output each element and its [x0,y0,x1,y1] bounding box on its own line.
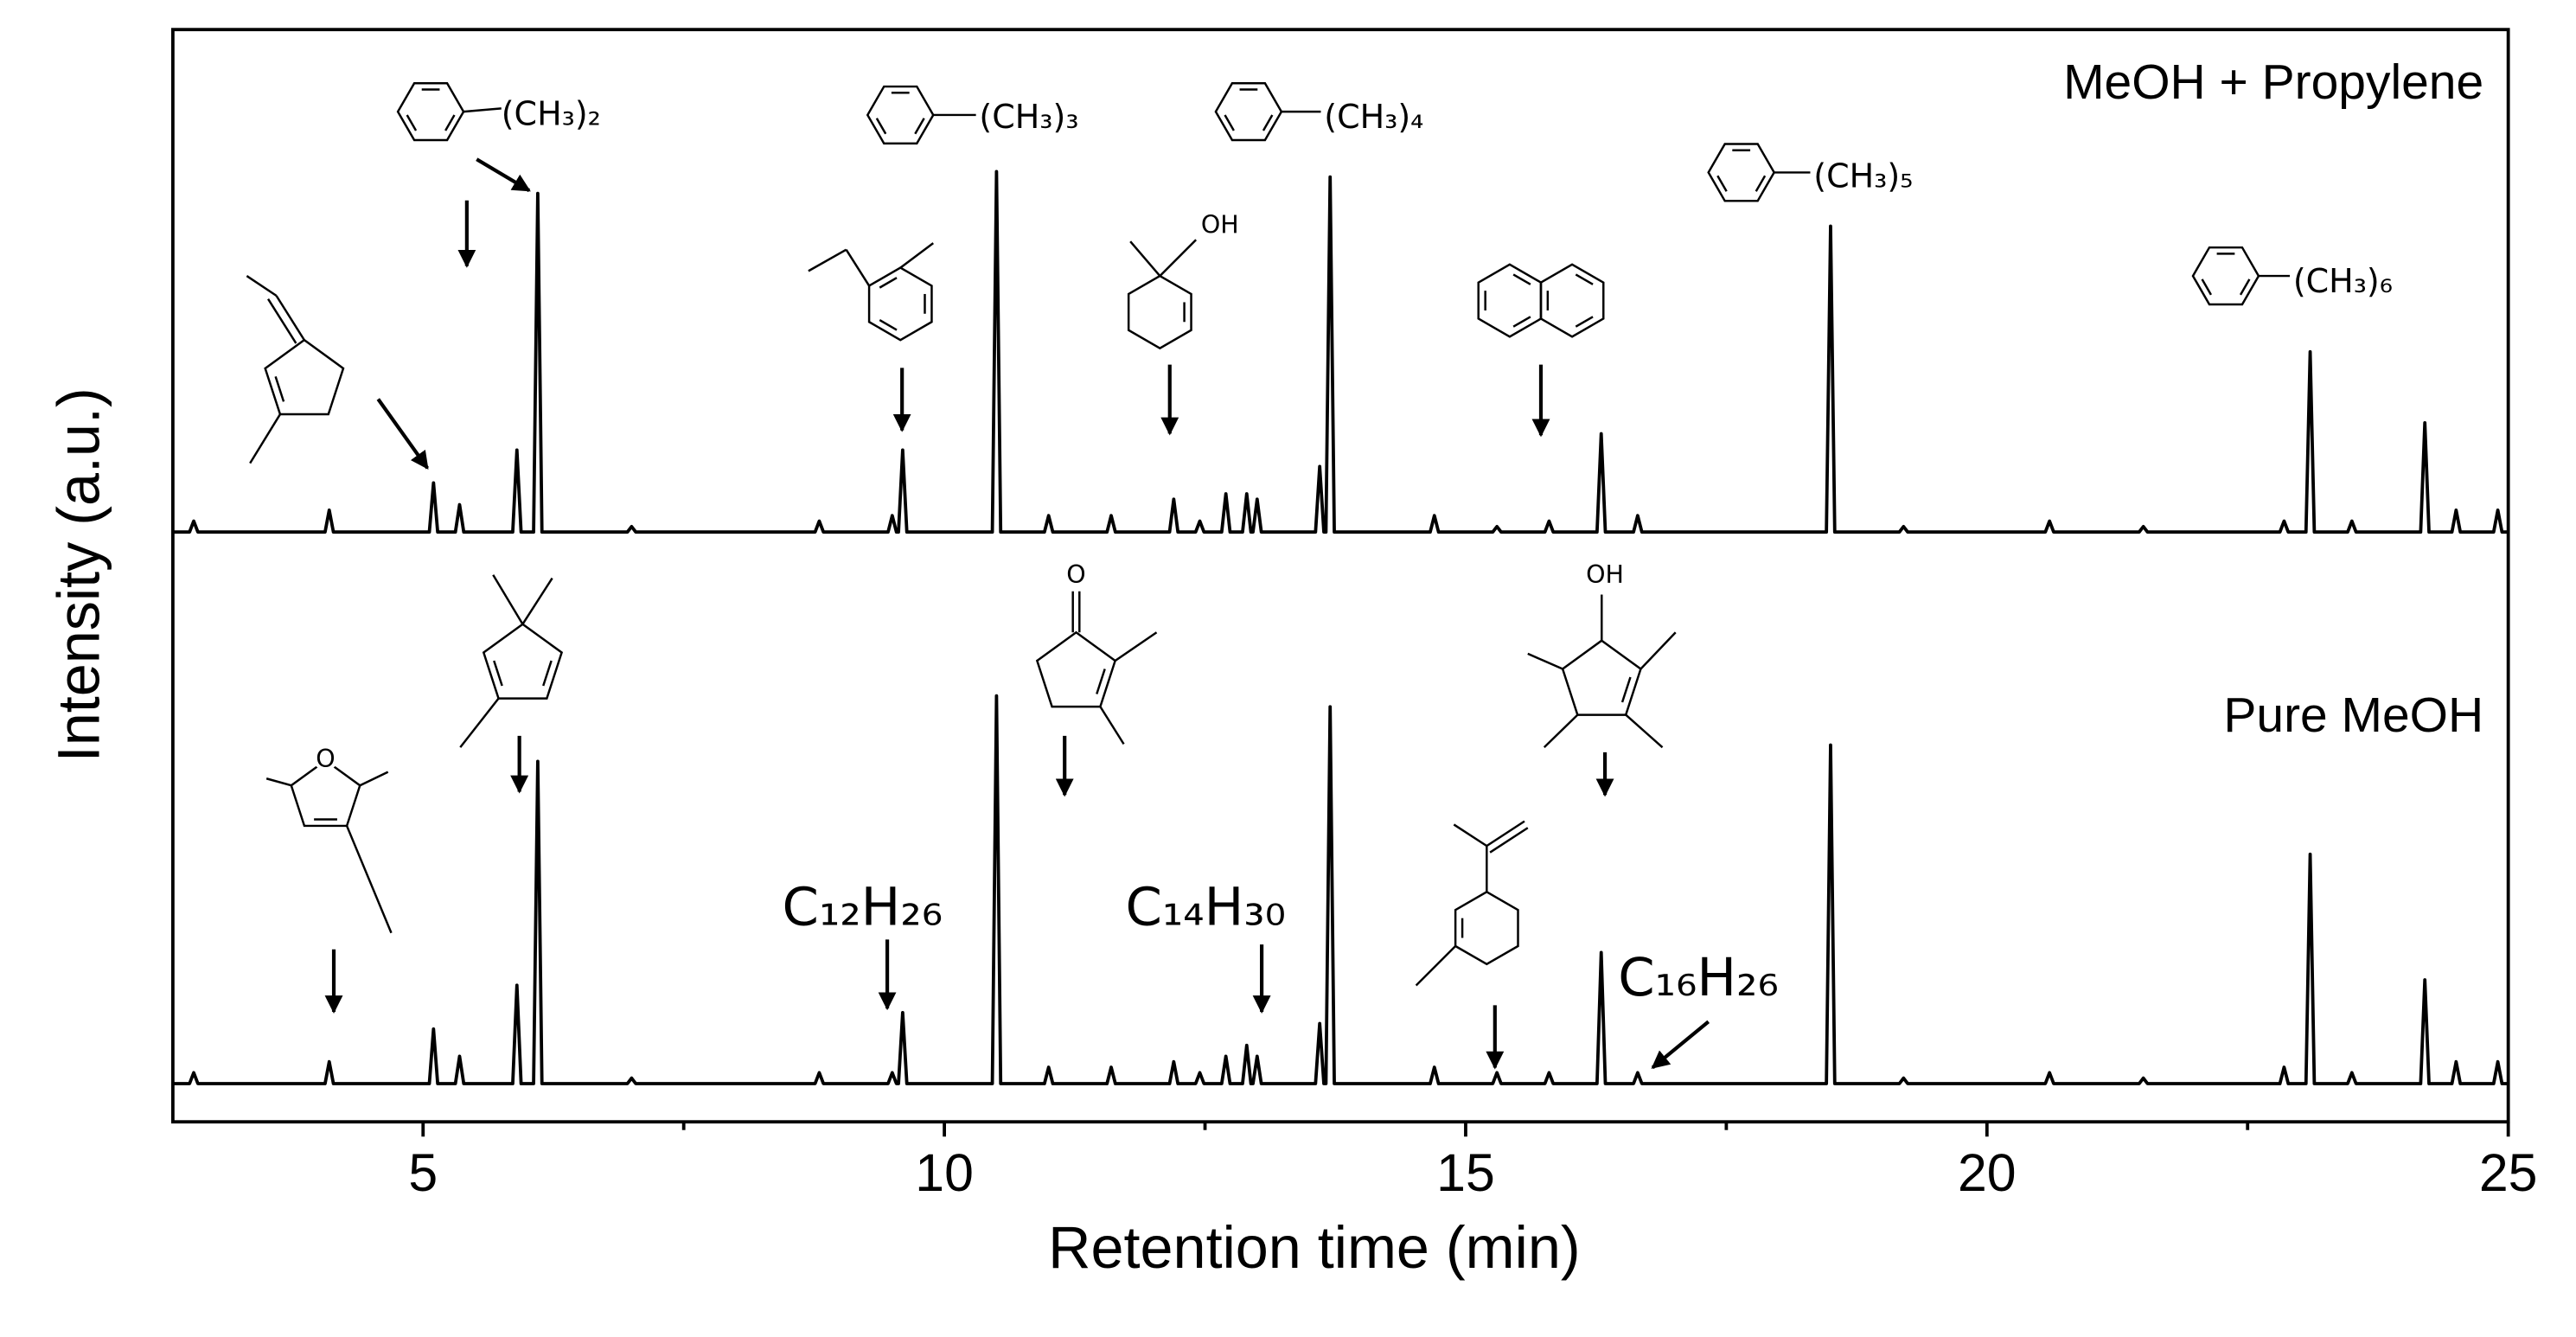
bond [267,298,297,344]
bond [542,660,553,687]
bond [2239,278,2251,296]
annotation: C₁₄H₃₀ [1125,877,1286,937]
series-label: MeOH + Propylene [2063,54,2483,110]
bond [1489,827,1529,854]
ring [1035,630,1117,708]
ring [867,266,933,342]
atom-bg [312,744,339,771]
ring [396,82,465,142]
bond [1755,175,1767,192]
x-tick-label: 15 [1436,1143,1495,1202]
y-axis-label: Intensity (a.u.) [46,387,112,762]
bond [914,118,925,135]
bond [808,248,847,272]
bond [1512,316,1531,328]
annotation: O [316,745,335,773]
bond [879,319,898,331]
annotation: (CH₃)₅ [1813,157,1913,195]
x-axis-label: Retention time (min) [1048,1215,1580,1281]
bond [1224,114,1235,131]
annotation: OH [1586,560,1624,589]
ring [1477,263,1543,338]
bond [1159,239,1198,277]
bond [406,114,418,131]
annotation: C₁₂H₂₆ [783,877,943,937]
chromatogram-line [172,694,2509,1085]
ring [1214,82,1283,142]
bond [492,574,524,625]
annotation: C₁₆H₂₆ [1618,948,1779,1008]
bond [1415,945,1456,987]
bond [1625,713,1664,749]
annotation: (CH₃)₂ [502,94,601,132]
bond [875,118,887,135]
bond [1099,706,1125,745]
ring [1454,890,1519,966]
ring [1539,263,1605,338]
bond [2201,278,2213,296]
bond [359,771,389,787]
bond [493,660,503,687]
ring [2191,246,2260,306]
x-tick-label: 20 [1958,1143,2017,1202]
x-tick-label: 5 [408,1143,438,1202]
annotation: (CH₃)₆ [2293,262,2393,300]
bond [444,114,456,131]
ring [866,85,935,145]
bond [459,697,500,748]
bond [1114,631,1158,662]
plot-frame [171,28,2510,1124]
bond [899,242,934,269]
annotation: (CH₃)₃ [979,98,1078,136]
bond [1640,631,1677,670]
bond [1512,273,1531,285]
x-tick-label: 10 [915,1143,974,1202]
bond [1527,652,1563,670]
ring [1127,274,1192,350]
ring [264,338,345,416]
bond [1543,713,1579,749]
bond [265,777,292,787]
bond [246,275,278,297]
annotation: (CH₃)₄ [1324,98,1423,136]
bond [521,577,553,625]
series-label: Pure MeOH [2223,688,2483,743]
bond [1716,175,1728,192]
bond [1096,668,1106,694]
bond [1620,676,1632,703]
bond [1129,240,1161,277]
arrow [1651,1020,1710,1070]
bond [463,107,502,113]
bond [1575,273,1594,285]
bond [879,277,898,289]
ring [1561,639,1642,716]
annotation: O [1066,560,1085,589]
bond [1262,114,1274,131]
bond [1575,316,1594,328]
x-tick-label: 25 [2479,1143,2538,1202]
ring [290,758,361,828]
chromatogram-line [172,170,2509,534]
bond [249,413,281,464]
arrow [476,157,531,193]
bond [1453,823,1487,848]
bond [274,376,285,402]
bond [845,249,871,287]
bond [1486,820,1525,848]
bond [275,295,305,341]
ring [482,623,564,700]
annotation: OH [1201,211,1239,240]
arrow [376,398,429,470]
bond [345,825,393,934]
ring [1707,143,1776,202]
